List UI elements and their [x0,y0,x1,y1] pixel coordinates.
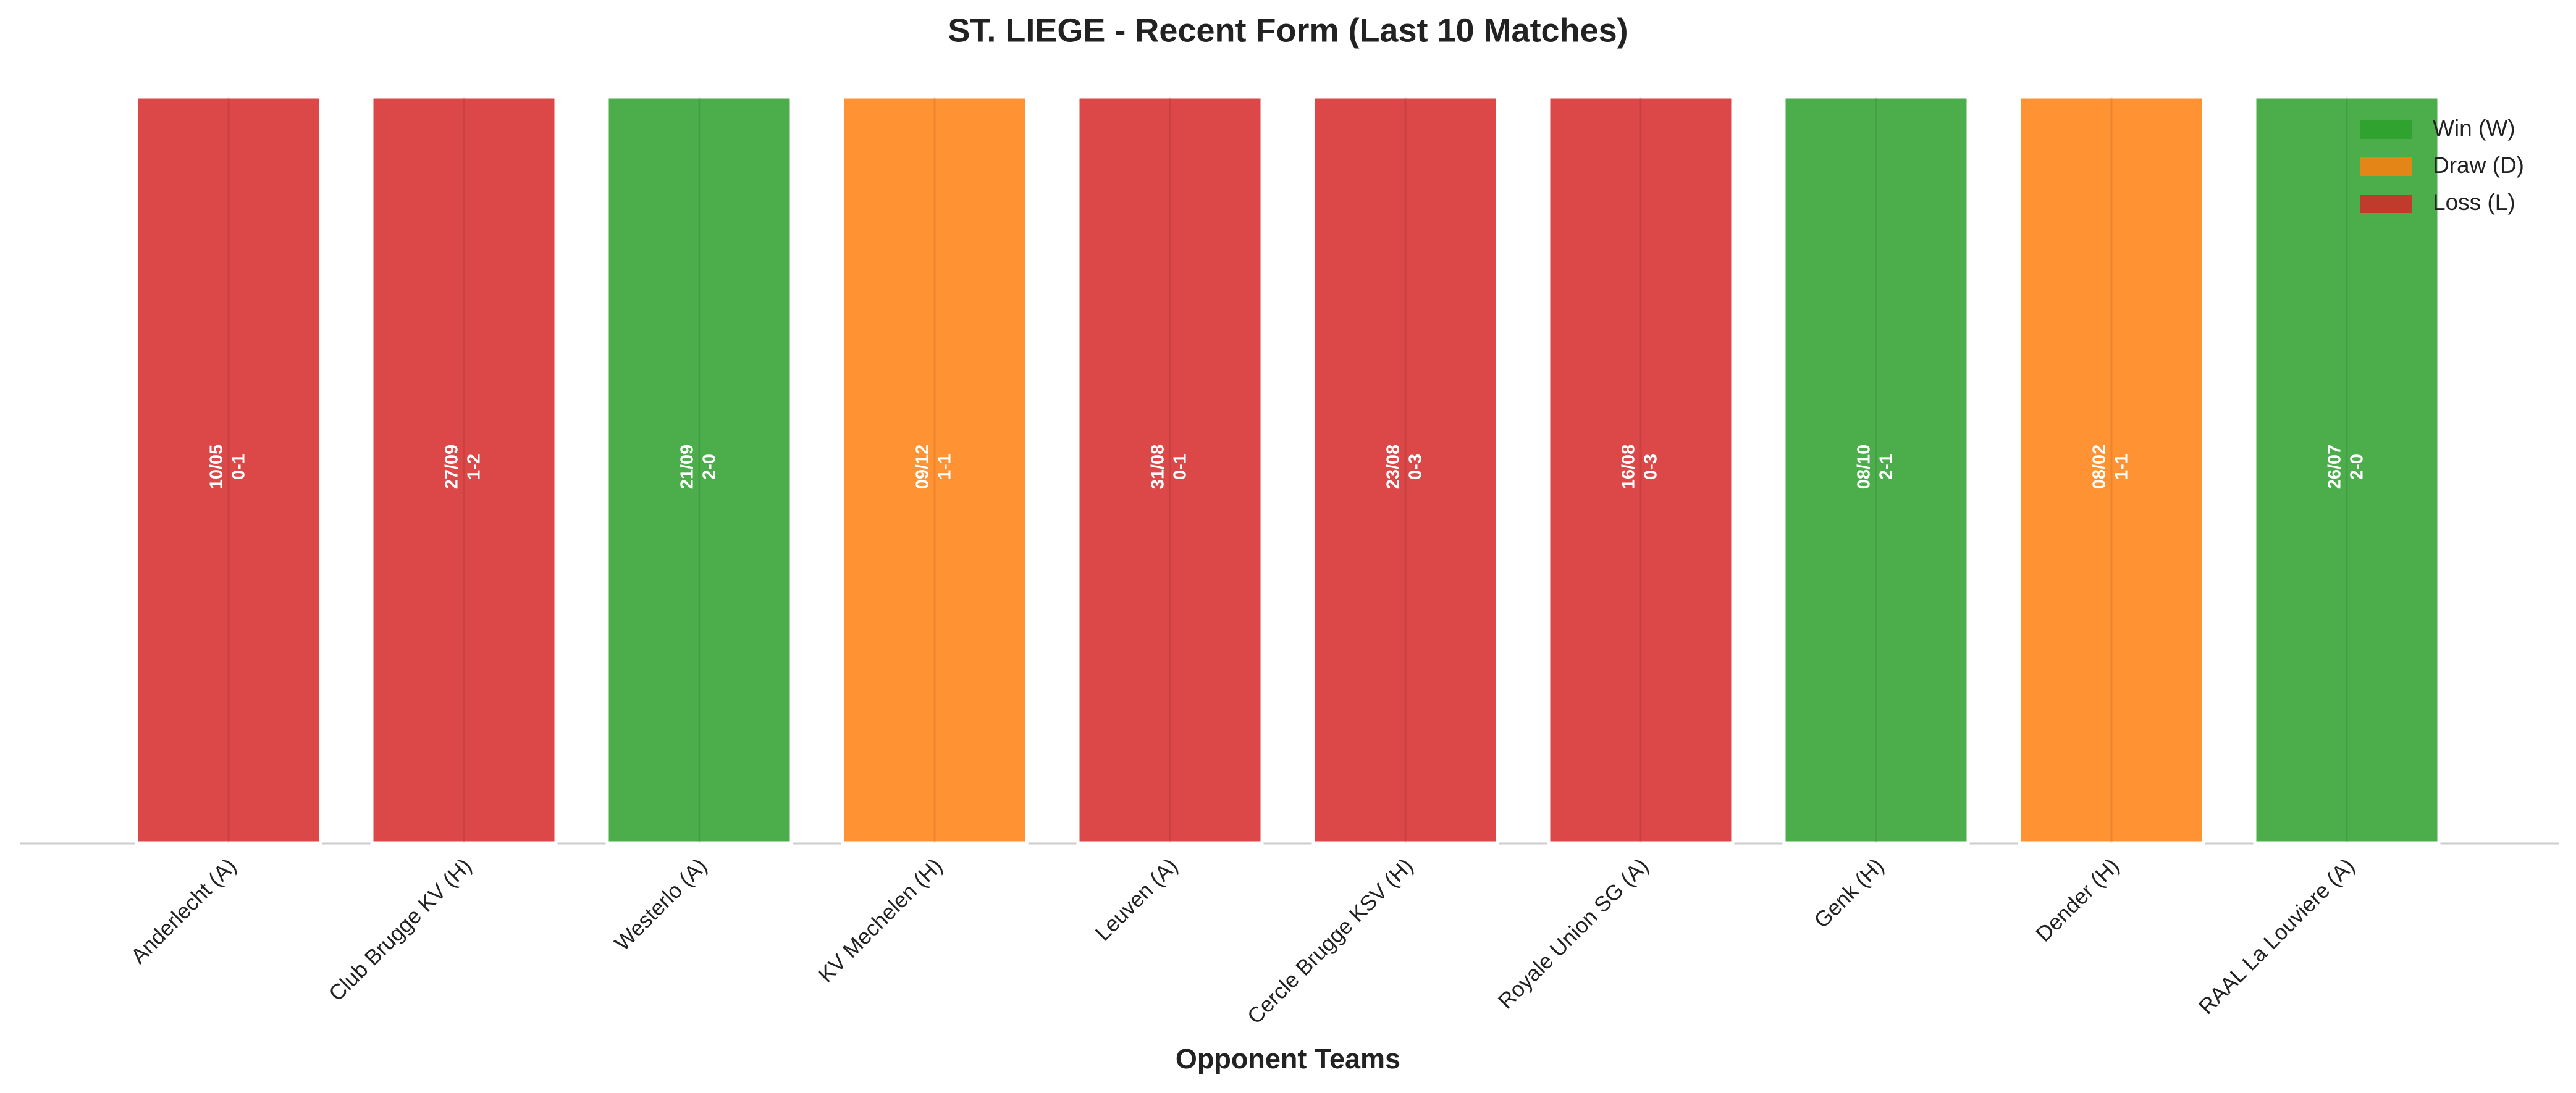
x-tick-label: Club Brugge KV (H) [324,854,476,1006]
bar-date-label: 08/10 [1854,445,1874,490]
bar-date-label: 08/02 [2090,445,2110,490]
bar-score-label: 2-0 [700,454,720,480]
x-tick-label: Leuven (A) [1091,854,1183,946]
bar-score-label: 0-3 [1641,454,1661,480]
x-tick-label: Anderlecht (A) [126,854,241,969]
bar-score-label: 0-3 [1406,454,1426,480]
bar-date-label: 21/09 [678,445,697,490]
chart-title: ST. LIEGE - Recent Form (Last 10 Matches… [948,12,1628,49]
x-tick-label: Genk (H) [1809,854,1888,933]
bar [1311,95,1499,845]
legend-swatch [2360,195,2412,213]
x-tick-label: Westerlo (A) [610,854,712,956]
bar [135,95,322,845]
bar [605,95,793,845]
bar-score-label: 1-2 [465,454,484,480]
bar [1782,95,1970,845]
bar-date-label: 10/05 [207,445,227,490]
x-tick-label: Royale Union SG (A) [1494,854,1654,1014]
bar-score-label: 1-1 [935,454,955,480]
bar [2018,95,2205,845]
bar-date-label: 09/12 [913,445,933,490]
bar-date-label: 31/08 [1148,445,1168,490]
bar [841,95,1029,845]
bar-score-label: 0-1 [229,454,249,480]
bar-date-label: 23/08 [1384,445,1404,490]
bar [1547,95,1735,845]
bar-score-label: 2-0 [2347,454,2367,480]
bar-score-label: 0-1 [1171,454,1190,480]
legend-swatch [2360,120,2412,139]
legend-swatch [2360,157,2412,176]
x-tick-label: Cercle Brugge KSV (H) [1243,854,1418,1029]
bar-date-label: 27/09 [442,445,462,490]
bar [370,95,558,845]
x-tick-label: RAAL La Louviere (A) [2194,854,2359,1019]
legend-label: Win (W) [2433,115,2515,141]
bar-date-label: 26/07 [2325,445,2345,490]
x-tick-label: KV Mechelen (H) [814,854,947,987]
x-tick-label: Dender (H) [2031,854,2124,947]
bar-score-label: 1-1 [2112,454,2132,480]
x-axis-label: Opponent Teams [1176,1043,1400,1074]
bar [2253,95,2441,845]
legend-label: Loss (L) [2433,190,2515,215]
legend-label: Draw (D) [2433,153,2524,178]
bar-date-label: 16/08 [1619,445,1639,490]
bar [1076,95,1264,845]
bar-score-label: 2-1 [1877,454,1896,480]
